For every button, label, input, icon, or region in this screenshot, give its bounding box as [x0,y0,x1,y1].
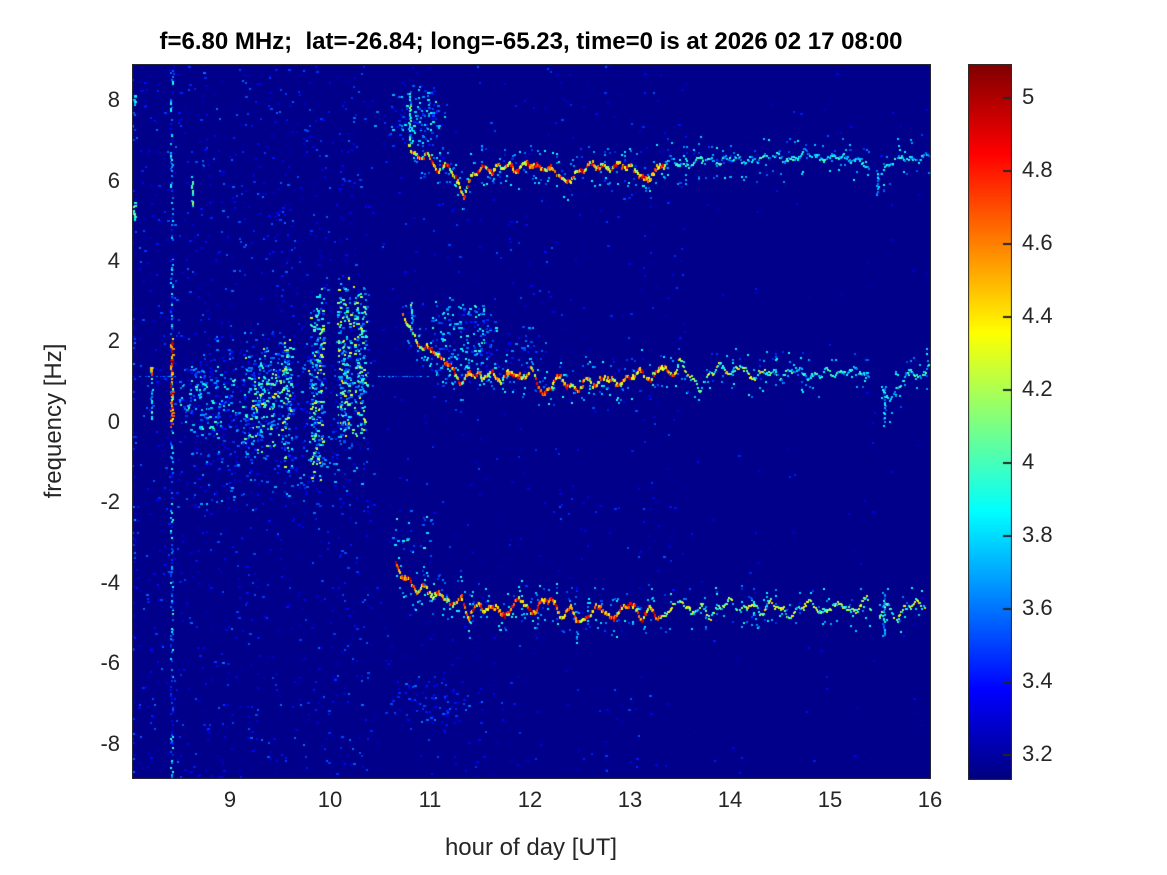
y-tick-label: 8 [107,87,120,113]
colorbar-tick-label: 4.2 [1022,376,1053,402]
y-tick-label: 4 [107,248,120,274]
x-tick-label: 16 [917,787,943,812]
y-tick-label: 6 [107,167,120,193]
x-tick-label: 12 [517,787,543,812]
x-tick-label: 9 [223,787,237,812]
y-tick-label: 2 [107,328,120,354]
x-tick-label: 14 [717,787,743,812]
y-tick-label: -6 [100,650,120,676]
colorbar-tick-label: 5 [1022,83,1035,109]
x-tick-label: 15 [817,787,843,812]
y-tick-label: 0 [107,408,120,434]
x-axis-label: hour of day [UT] [444,834,618,861]
colorbar [968,64,1012,780]
y-tick-label: -2 [100,489,120,515]
colorbar-tick-label: 3.8 [1022,522,1053,548]
y-axis-label: frequency [Hz] [40,343,67,499]
colorbar-tick-label: 3.4 [1022,668,1053,694]
colorbar-tick-label: 3.6 [1022,595,1053,621]
y-tick-label: -8 [100,730,120,756]
y-tick-label: -4 [100,569,120,595]
colorbar-tick-label: 3.2 [1022,741,1053,767]
colorbar-tick-label: 4.4 [1022,303,1053,329]
x-tick-label: 11 [418,787,442,812]
chart-title: f=6.80 MHz; lat=-26.84; long=-65.23, tim… [159,28,903,55]
x-tick-label: 10 [317,787,343,812]
spectrogram-heatmap-canvas [132,64,931,779]
x-tick-label: 13 [617,787,643,812]
colorbar-tick-label: 4 [1022,449,1035,475]
colorbar-tick-label: 4.8 [1022,156,1053,182]
colorbar-tick-label: 4.6 [1022,230,1053,255]
